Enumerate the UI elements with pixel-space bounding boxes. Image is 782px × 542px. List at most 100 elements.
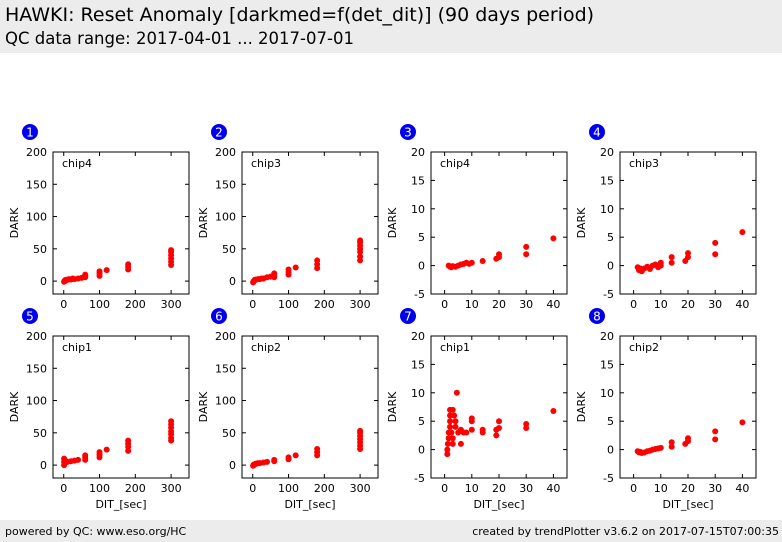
y-tick-label: 10 [600, 203, 614, 216]
data-point [314, 257, 321, 264]
x-tick-label: 100 [89, 298, 110, 311]
chart-panel-1: 0 100 200 300 0 50 100 150 200 chip4 DARK 1 [8, 124, 190, 311]
y-tick-label: 0 [229, 459, 236, 472]
y-tick-label: 10 [411, 387, 425, 400]
x-tick-label: 100 [278, 298, 299, 311]
plot-frame [241, 151, 379, 295]
data-point [739, 229, 746, 236]
panel-chip-label: chip3 [251, 157, 281, 170]
chart-panel-4: 0 10 20 30 40 -5 0 5 10 15 20 chip3 DARK 4 [575, 124, 757, 311]
y-tick-label: 0 [418, 260, 425, 273]
data-point [657, 259, 664, 266]
x-tick-label: 100 [89, 482, 110, 495]
data-point [712, 251, 719, 258]
y-tick-label: 150 [215, 362, 236, 375]
chart-panel-7: 0 10 20 30 40 -5 0 5 10 15 20 chip1 DARK DIT_[sec] 7 [386, 308, 568, 511]
x-tick-label: 0 [60, 298, 67, 311]
y-tick-label: 50 [33, 427, 47, 440]
y-axis-label: DARK [386, 207, 399, 238]
data-point [523, 251, 530, 258]
data-point [468, 426, 475, 433]
plot-number-badge [400, 308, 416, 324]
data-point [449, 435, 456, 442]
data-point [125, 261, 132, 268]
plot-number-label: 6 [215, 310, 223, 324]
plot-number-badge [22, 124, 38, 140]
data-point [452, 423, 459, 430]
data-point [444, 446, 451, 453]
y-tick-label: -5 [603, 288, 614, 301]
y-tick-label: 0 [607, 444, 614, 457]
data-point [550, 235, 557, 242]
y-tick-label: 200 [26, 146, 47, 159]
data-point [168, 418, 175, 425]
data-point [444, 451, 451, 458]
y-tick-label: 10 [600, 387, 614, 400]
y-axis-label: DARK [386, 391, 399, 422]
y-axis-label: DARK [197, 207, 210, 238]
x-tick-label: 300 [161, 482, 182, 495]
plot-number-badge [589, 124, 605, 140]
data-point [685, 435, 691, 442]
data-point [103, 446, 110, 453]
chart-panel-5: 0 100 200 300 0 50 100 150 200 chip1 DARK DIT_[sec]… [8, 308, 190, 511]
y-tick-label: 15 [600, 174, 614, 187]
data-point [468, 415, 475, 422]
plot-number-badge [211, 124, 227, 140]
plot-frame [619, 335, 757, 479]
data-point [103, 267, 110, 274]
footer-credit: powered by QC: www.eso.org/HC [5, 525, 187, 538]
x-tick-label: 200 [125, 298, 146, 311]
x-tick-label: 300 [350, 482, 371, 495]
x-tick-label: 40 [546, 482, 560, 495]
plot-number-label: 4 [593, 126, 601, 140]
data-point [479, 426, 486, 433]
page-subtitle: QC data range: 2017-04-01 ... 2017-07-01 [5, 29, 354, 48]
data-point [668, 259, 675, 266]
y-tick-label: -5 [414, 288, 425, 301]
plot-number-badge [589, 308, 605, 324]
data-point [448, 429, 455, 436]
data-point [444, 440, 451, 447]
x-tick-label: 0 [630, 482, 637, 495]
x-tick-label: 30 [519, 482, 533, 495]
data-point [168, 247, 175, 254]
data-point [463, 429, 470, 436]
panel-chip-label: chip3 [629, 157, 659, 170]
data-point [75, 456, 82, 463]
data-point [314, 445, 321, 452]
x-tick-label: 300 [350, 298, 371, 311]
y-tick-label: 10 [411, 203, 425, 216]
x-tick-label: 30 [519, 298, 533, 311]
x-tick-label: 0 [60, 482, 67, 495]
x-axis-label: DIT_[sec] [95, 498, 146, 511]
x-tick-label: 10 [465, 298, 479, 311]
x-axis-label: DIT_[sec] [473, 498, 524, 511]
y-tick-label: 100 [26, 211, 47, 224]
data-point [453, 389, 460, 396]
data-point [82, 271, 89, 278]
plot-number-label: 5 [26, 310, 34, 324]
data-point [451, 412, 458, 419]
chart-panel-3: 0 10 20 30 40 -5 0 5 10 15 20 chip4 DARK 3 [386, 124, 568, 311]
y-tick-label: 150 [215, 178, 236, 191]
plot-frame [430, 151, 568, 295]
panel-chip-label: chip4 [62, 157, 92, 170]
data-point [449, 406, 456, 413]
data-point [357, 253, 364, 260]
x-tick-label: 40 [546, 298, 560, 311]
header-bar: HAWKI: Reset Anomaly [darkmed=f(det_dit)… [0, 0, 782, 53]
x-tick-label: 10 [465, 482, 479, 495]
y-tick-label: 20 [600, 146, 614, 159]
y-tick-label: 0 [229, 275, 236, 288]
plot-number-label: 7 [404, 310, 412, 324]
y-tick-label: 5 [607, 231, 614, 244]
footer-generator-info: created by trendPlotter v3.6.2 on 2017-0… [472, 525, 779, 538]
plot-number-badge [400, 124, 416, 140]
x-tick-label: 20 [492, 298, 506, 311]
y-axis-label: DARK [575, 391, 588, 422]
y-tick-label: 20 [411, 330, 425, 343]
panel-chip-label: chip1 [62, 341, 92, 354]
y-tick-label: 15 [411, 358, 425, 371]
